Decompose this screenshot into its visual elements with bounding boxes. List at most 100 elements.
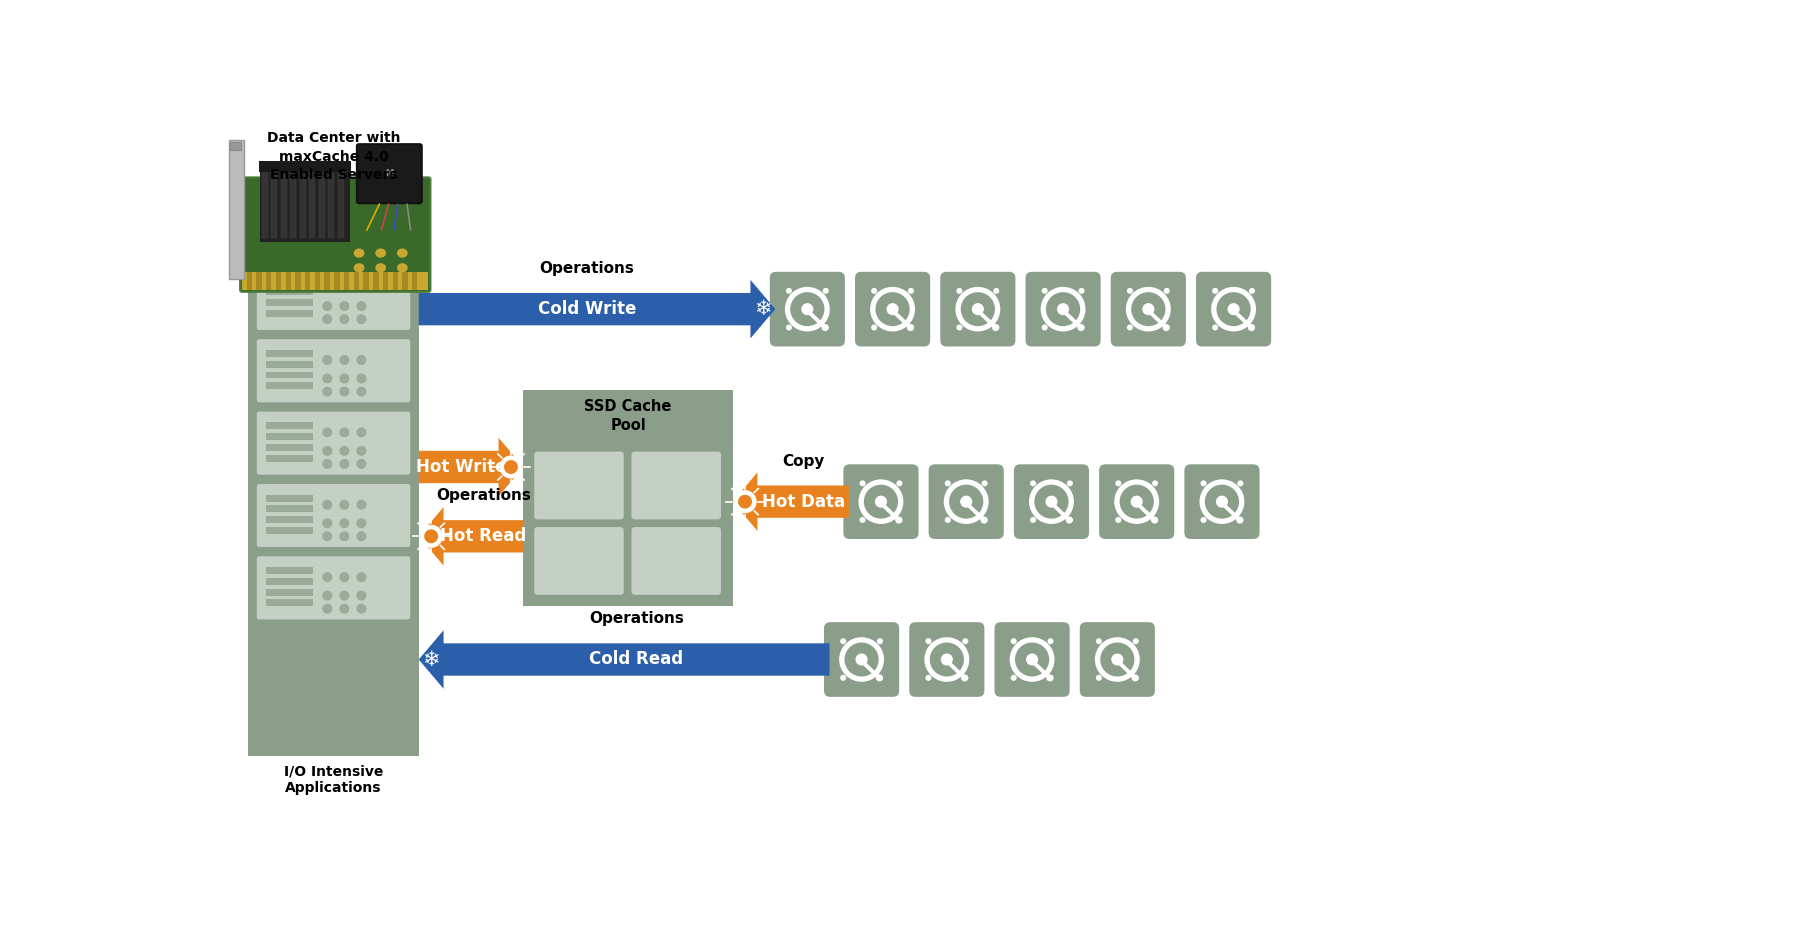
FancyBboxPatch shape — [824, 622, 900, 697]
Circle shape — [994, 288, 999, 294]
Circle shape — [907, 324, 914, 331]
Circle shape — [855, 653, 868, 666]
FancyBboxPatch shape — [524, 390, 733, 605]
Circle shape — [871, 324, 877, 331]
Circle shape — [790, 292, 824, 326]
Circle shape — [322, 446, 333, 456]
FancyBboxPatch shape — [1080, 622, 1156, 697]
Circle shape — [1078, 324, 1085, 331]
Circle shape — [1030, 479, 1075, 524]
Circle shape — [839, 637, 884, 682]
Circle shape — [864, 485, 898, 519]
Circle shape — [1030, 517, 1037, 523]
Circle shape — [356, 355, 367, 365]
Circle shape — [340, 386, 349, 397]
Circle shape — [860, 517, 866, 523]
FancyBboxPatch shape — [257, 339, 410, 402]
Circle shape — [340, 428, 349, 437]
FancyBboxPatch shape — [995, 622, 1069, 697]
Circle shape — [823, 288, 828, 294]
Circle shape — [322, 500, 333, 509]
Circle shape — [356, 301, 367, 311]
Circle shape — [1132, 638, 1139, 644]
Circle shape — [733, 490, 756, 513]
FancyBboxPatch shape — [632, 527, 722, 595]
Text: Cold Write: Cold Write — [538, 300, 635, 318]
Circle shape — [356, 590, 367, 601]
Bar — [266, 383, 313, 389]
Circle shape — [963, 675, 968, 681]
Text: Operations: Operations — [436, 488, 531, 503]
Circle shape — [1100, 643, 1134, 677]
Circle shape — [1010, 637, 1055, 682]
Circle shape — [1228, 303, 1240, 315]
Text: Data Center with
maxCache 4.0
Enabled Servers: Data Center with maxCache 4.0 Enabled Se… — [266, 132, 400, 182]
Bar — [266, 299, 313, 306]
Bar — [266, 310, 313, 317]
Bar — [266, 588, 313, 596]
Circle shape — [356, 428, 367, 437]
Circle shape — [1163, 324, 1170, 331]
Circle shape — [1237, 517, 1244, 523]
Circle shape — [1215, 495, 1228, 508]
Circle shape — [801, 303, 814, 315]
FancyBboxPatch shape — [1013, 464, 1089, 539]
Circle shape — [340, 283, 349, 292]
Circle shape — [841, 675, 846, 681]
Circle shape — [943, 479, 988, 524]
Circle shape — [1237, 516, 1244, 524]
Circle shape — [821, 324, 828, 331]
Circle shape — [1201, 480, 1206, 486]
Circle shape — [1237, 480, 1244, 486]
Circle shape — [981, 516, 988, 524]
Circle shape — [356, 211, 367, 220]
Circle shape — [322, 590, 333, 601]
FancyBboxPatch shape — [929, 464, 1004, 539]
Circle shape — [322, 518, 333, 528]
Circle shape — [322, 242, 333, 252]
Circle shape — [1046, 292, 1080, 326]
Circle shape — [322, 531, 333, 541]
FancyBboxPatch shape — [909, 622, 985, 697]
Circle shape — [945, 480, 950, 486]
Circle shape — [356, 242, 367, 252]
Text: ❄: ❄ — [754, 299, 772, 320]
Circle shape — [1116, 517, 1121, 523]
Circle shape — [871, 288, 877, 294]
Bar — [266, 289, 313, 295]
Circle shape — [504, 460, 518, 474]
Circle shape — [956, 288, 963, 294]
Circle shape — [1247, 324, 1255, 331]
Circle shape — [425, 529, 437, 543]
Circle shape — [356, 518, 367, 528]
Circle shape — [1010, 675, 1017, 681]
Text: Operations: Operations — [589, 611, 684, 626]
Circle shape — [1035, 485, 1069, 519]
Circle shape — [907, 324, 914, 331]
Circle shape — [1249, 288, 1255, 294]
FancyBboxPatch shape — [1184, 464, 1260, 539]
Bar — [266, 455, 313, 462]
Circle shape — [356, 283, 367, 292]
Circle shape — [340, 590, 349, 601]
Circle shape — [1211, 324, 1219, 331]
Circle shape — [356, 228, 367, 239]
Circle shape — [1067, 517, 1073, 523]
Circle shape — [992, 324, 999, 331]
Bar — [266, 516, 313, 524]
Circle shape — [322, 314, 333, 324]
Bar — [266, 371, 313, 379]
Circle shape — [322, 603, 333, 614]
Circle shape — [322, 283, 333, 292]
Circle shape — [1127, 324, 1132, 331]
Circle shape — [419, 525, 443, 548]
Circle shape — [956, 324, 963, 331]
Bar — [266, 350, 313, 357]
Circle shape — [322, 386, 333, 397]
Circle shape — [322, 355, 333, 365]
Circle shape — [322, 373, 333, 384]
Circle shape — [1211, 287, 1256, 332]
Circle shape — [738, 494, 752, 509]
Circle shape — [1111, 653, 1123, 666]
FancyBboxPatch shape — [535, 451, 625, 520]
